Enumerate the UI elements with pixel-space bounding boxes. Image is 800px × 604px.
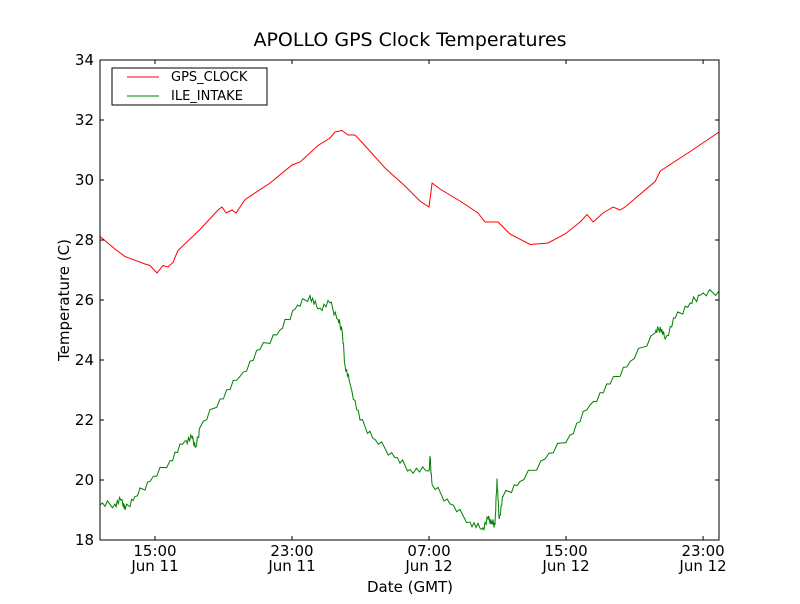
series-line-ile-intake bbox=[99, 288, 720, 532]
chart-title: APOLLO GPS Clock Temperatures bbox=[253, 29, 566, 51]
legend-label-ile-intake: ILE_INTAKE bbox=[171, 89, 243, 104]
y-axis-label: Temperature (C) bbox=[55, 239, 73, 362]
series-line-gps-clock bbox=[99, 129, 720, 274]
x-tick-label-time: 07:00 bbox=[407, 542, 450, 560]
y-tick-label: 32 bbox=[75, 111, 94, 129]
legend: GPS_CLOCK ILE_INTAKE bbox=[111, 67, 268, 106]
y-tick-label: 26 bbox=[75, 291, 94, 309]
y-tick-label: 18 bbox=[75, 531, 94, 549]
y-tick-label: 28 bbox=[75, 231, 94, 249]
x-tick-label-time: 15:00 bbox=[544, 542, 587, 560]
x-tick-label-time: 23:00 bbox=[270, 542, 313, 560]
x-axis-label: Date (GMT) bbox=[367, 578, 453, 596]
y-tick-label: 30 bbox=[75, 171, 94, 189]
x-tick-label-date: Jun 12 bbox=[541, 557, 589, 575]
y-tick-label: 20 bbox=[75, 471, 94, 489]
x-tick-label-date: Jun 12 bbox=[678, 557, 726, 575]
plot-frame bbox=[99, 59, 720, 541]
x-tick-label-date: Jun 11 bbox=[267, 557, 315, 575]
x-tick-label-date: Jun 11 bbox=[130, 557, 178, 575]
y-tick-label: 22 bbox=[75, 411, 94, 429]
legend-label-gps-clock: GPS_CLOCK bbox=[171, 70, 248, 85]
y-tick-label: 34 bbox=[75, 51, 94, 69]
legend-box bbox=[111, 67, 268, 106]
series-layer bbox=[99, 129, 720, 532]
y-tick-label: 24 bbox=[75, 351, 94, 369]
x-tick-label-date: Jun 12 bbox=[404, 557, 452, 575]
x-tick-label-time: 15:00 bbox=[133, 542, 176, 560]
x-tick-label-time: 23:00 bbox=[681, 542, 724, 560]
